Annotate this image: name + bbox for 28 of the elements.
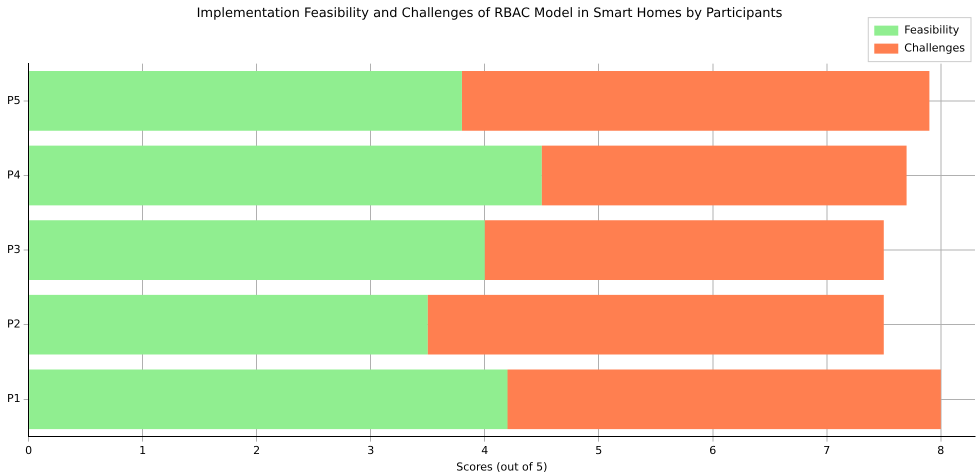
- bar: [29, 294, 428, 355]
- y-tick-label: P4: [6, 168, 21, 182]
- x-tick-label: 0: [25, 444, 32, 458]
- x-tick-label: 4: [481, 444, 488, 458]
- bar: [542, 146, 907, 206]
- y-tick-label: P3: [6, 242, 21, 256]
- x-tick-label: 7: [823, 444, 830, 458]
- bar: [484, 220, 884, 280]
- x-tick-label: 6: [709, 444, 716, 458]
- legend-label: Challenges: [904, 41, 966, 54]
- bar: [29, 71, 462, 131]
- x-tick-label: 5: [595, 444, 602, 458]
- bar: [508, 369, 941, 430]
- x-tick-label: 1: [139, 444, 146, 458]
- chart-title: Implementation Feasibility and Challenges of RBAC Model in Smart Homes by Participants: [196, 6, 783, 22]
- y-tick-label: P5: [6, 94, 21, 107]
- bar: [29, 369, 508, 430]
- legend-label: Feasibility: [904, 23, 960, 36]
- y-tick-label: P2: [6, 318, 21, 331]
- x-tick-label: 8: [937, 444, 944, 458]
- y-tick-label: P1: [6, 392, 21, 406]
- x-tick-label: 3: [367, 444, 374, 458]
- bar: [29, 220, 485, 280]
- bar: [29, 146, 542, 206]
- x-tick-label: 2: [253, 444, 260, 458]
- bar: [428, 294, 884, 355]
- bar: [462, 71, 930, 131]
- x-axis-title: Scores (out of 5): [456, 460, 548, 474]
